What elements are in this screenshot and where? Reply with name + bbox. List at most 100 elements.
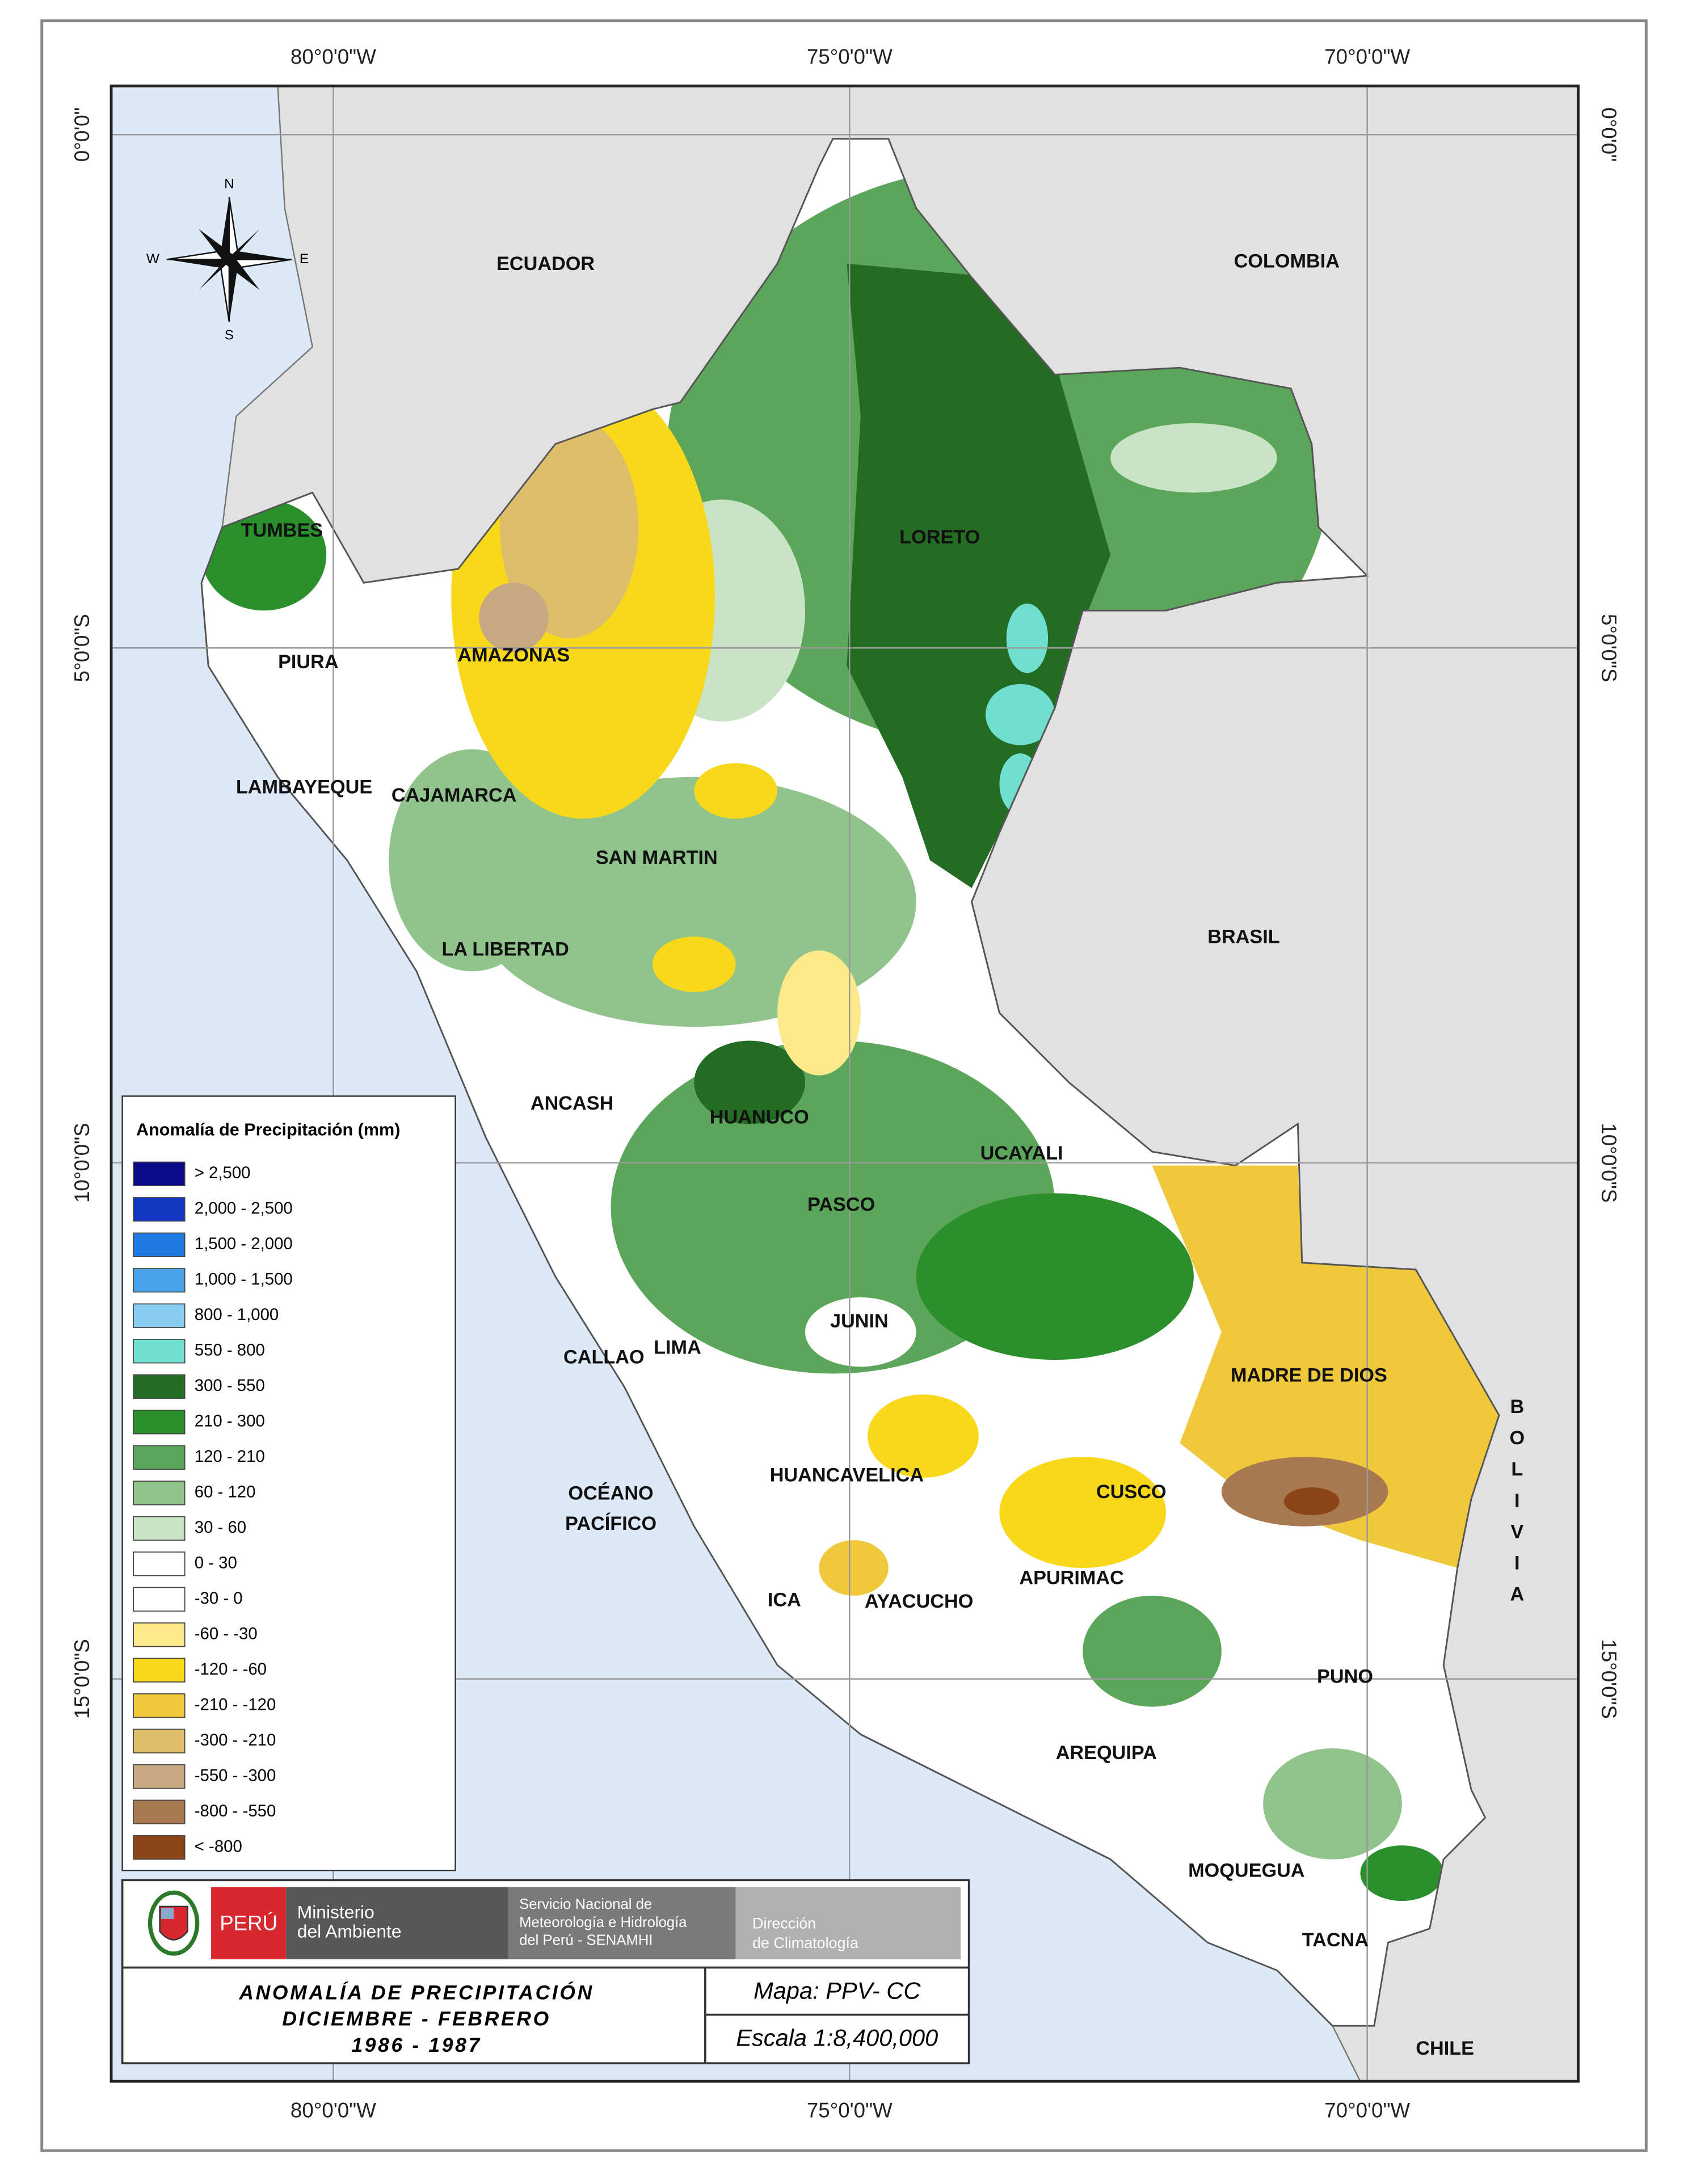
legend-swatch	[133, 1161, 186, 1186]
legend-swatch	[133, 1410, 186, 1435]
latitude-label: 0°0'0"	[1597, 107, 1620, 162]
legend-swatch	[133, 1445, 186, 1470]
legend-label: 800 - 1,000	[195, 1305, 279, 1324]
longitude-label: 70°0'0"W	[1324, 2098, 1410, 2122]
longitude-label: 70°0'0"W	[1324, 45, 1410, 68]
coat-of-arms	[148, 1890, 200, 1956]
region-label: MOQUEGUA	[1188, 1860, 1304, 1882]
legend-title: Anomalía de Precipitación (mm)	[136, 1120, 400, 1140]
latitude-label: 5°0'0"S	[70, 614, 94, 682]
longitude-label: 75°0'0"W	[807, 45, 893, 68]
country-label: ECUADOR	[496, 253, 595, 275]
region-label: LAMBAYEQUE	[236, 776, 372, 798]
region-label: HUANCAVELICA	[770, 1465, 924, 1486]
longitude-label: 75°0'0"W	[807, 2098, 893, 2122]
compass-label: W	[146, 251, 159, 267]
legend-swatch	[133, 1303, 186, 1328]
legend-label: -60 - -30	[195, 1625, 258, 1643]
legend-label: > 2,500	[195, 1163, 251, 1182]
legend-swatch	[133, 1799, 186, 1824]
logo-text: Ministerio	[297, 1901, 374, 1922]
country-label: COLOMBIA	[1234, 250, 1340, 272]
country-label: BOLIVIA	[1506, 1396, 1528, 1615]
legend-swatch	[133, 1764, 186, 1789]
legend-label: 210 - 300	[195, 1412, 265, 1431]
region-label: UCAYALI	[980, 1142, 1063, 1164]
latitude-label: 15°0'0"S	[1597, 1639, 1620, 1719]
legend-swatch	[133, 1835, 186, 1860]
legend-swatch	[133, 1339, 186, 1364]
region-label: LIMA	[654, 1337, 701, 1359]
region-label: ANCASH	[531, 1093, 613, 1114]
region-label: TACNA	[1302, 1929, 1369, 1951]
region-label: AREQUIPA	[1056, 1742, 1157, 1764]
legend-label: 30 - 60	[195, 1518, 246, 1537]
legend-swatch	[133, 1551, 186, 1576]
legend-label: 0 - 30	[195, 1554, 237, 1572]
region-label: JUNIN	[830, 1310, 889, 1332]
legend-swatch	[133, 1693, 186, 1718]
legend-label: -300 - -210	[195, 1731, 276, 1749]
region-label: ICA	[768, 1589, 801, 1611]
region-label: PIURA	[278, 651, 339, 673]
country-label: CHILE	[1416, 2038, 1474, 2059]
region-label: PUNO	[1317, 1666, 1373, 1687]
legend-label: -210 - -120	[195, 1695, 276, 1714]
senamhi-logo	[508, 1887, 736, 1959]
legend-label: -550 - -300	[195, 1766, 276, 1785]
map-title: ANOMALÍA DE PRECIPITACIÓN	[238, 1981, 594, 2004]
logo-text: Dirección	[752, 1915, 816, 1932]
ministry-logo	[286, 1887, 508, 1959]
legend-label: 1,000 - 1,500	[195, 1270, 293, 1289]
anomaly-fields	[201, 166, 1500, 1901]
region-label: HUANUCO	[710, 1107, 809, 1128]
logo-text: del Ambiente	[297, 1921, 402, 1942]
legend-label: 2,000 - 2,500	[195, 1199, 293, 1218]
legend-label: < -800	[195, 1837, 242, 1856]
region-label: MADRE DE DIOS	[1231, 1364, 1387, 1386]
legend-swatch	[133, 1481, 186, 1506]
country-label: BRASIL	[1207, 926, 1279, 948]
legend-label: 60 - 120	[195, 1483, 256, 1502]
compass-rose	[166, 197, 292, 322]
legend-swatch	[133, 1268, 186, 1293]
region-label: CUSCO	[1096, 1481, 1167, 1503]
legend-label: -120 - -60	[195, 1660, 267, 1679]
legend-swatch	[133, 1658, 186, 1683]
legend-label: 120 - 210	[195, 1447, 265, 1466]
legend-label: 300 - 550	[195, 1376, 265, 1395]
compass-label: E	[300, 251, 309, 267]
latitude-label: 0°0'0"	[70, 107, 94, 162]
legend-swatch	[133, 1622, 186, 1647]
region-label: SAN MARTIN	[596, 847, 718, 868]
logo-text: Servicio Nacional de	[519, 1896, 652, 1912]
region-label: AYACUCHO	[865, 1591, 974, 1612]
graticule	[111, 86, 1578, 2081]
map-title: DICIEMBRE - FEBRERO	[282, 2008, 551, 2030]
legend-swatch	[133, 1232, 186, 1257]
region-label: APURIMAC	[1019, 1567, 1123, 1589]
direction-logo	[735, 1887, 961, 1959]
legend-swatch	[133, 1374, 186, 1399]
region-label: CAJAMARCA	[392, 785, 517, 806]
longitude-label: 80°0'0"W	[291, 2098, 376, 2122]
latitude-label: 10°0'0"S	[70, 1123, 94, 1203]
region-label: LA LIBERTAD	[441, 939, 569, 960]
legend-swatch	[133, 1516, 186, 1541]
logo-text: del Perú - SENAMHI	[519, 1933, 653, 1949]
compass-label: N	[224, 176, 234, 192]
map-code: Mapa: PPV- CC	[754, 1977, 921, 2004]
map-frame	[110, 85, 1580, 2083]
region-label: PASCO	[807, 1194, 875, 1216]
legend-label: -800 - -550	[195, 1802, 276, 1820]
legend-swatch	[133, 1587, 186, 1612]
legend-label: 1,500 - 2,000	[195, 1234, 293, 1253]
map-title: 1986 - 1987	[351, 2034, 482, 2056]
ocean-label: PACÍFICO	[565, 1512, 656, 1534]
legend-label: -30 - 0	[195, 1589, 243, 1608]
compass-label: S	[225, 327, 234, 343]
region-label: LORETO	[899, 526, 980, 548]
latitude-label: 15°0'0"S	[70, 1639, 94, 1719]
